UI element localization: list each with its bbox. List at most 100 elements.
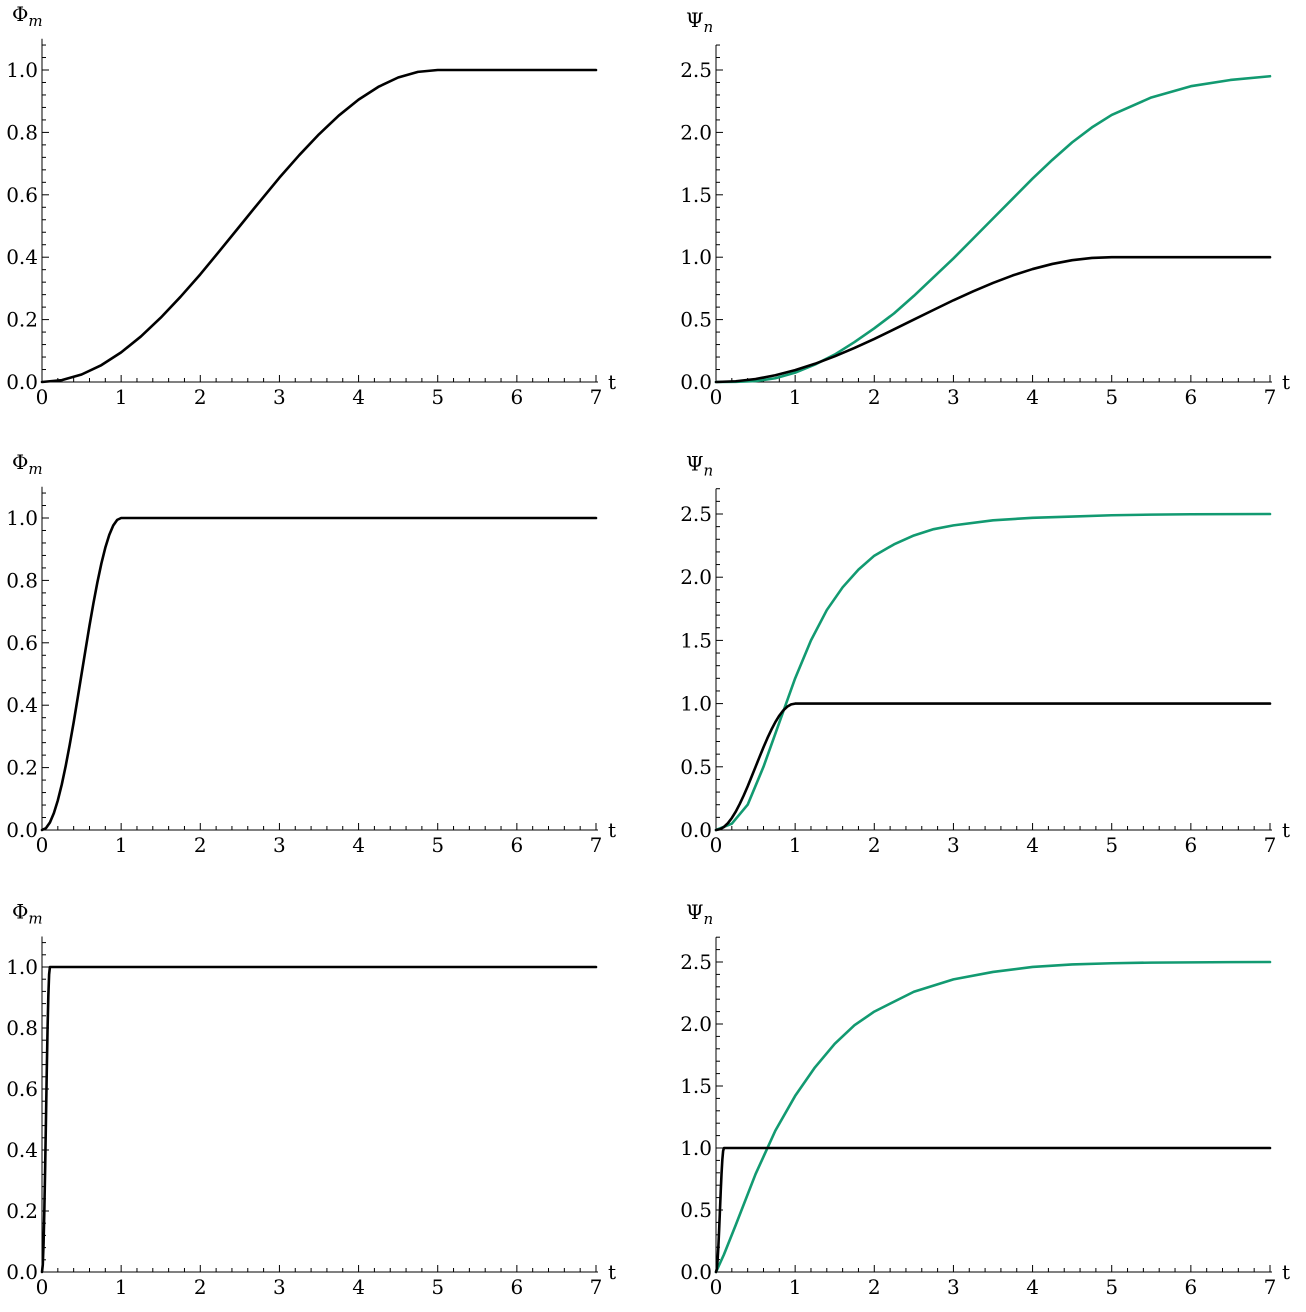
y-tick-label: 0.6 — [6, 183, 38, 207]
x-tick-label: 5 — [431, 385, 444, 409]
x-tick-label: 4 — [352, 833, 365, 857]
y-tick-label: 0.0 — [680, 818, 712, 842]
y-tick-label: 0.0 — [680, 1260, 712, 1284]
x-tick-label: 1 — [789, 833, 802, 857]
y-tick-label: 1.0 — [6, 58, 38, 82]
x-axis-label: t — [1282, 370, 1290, 394]
y-tick-label: 2.5 — [680, 950, 712, 974]
green-series-line — [714, 512, 1272, 832]
y-tick-label: 0.4 — [6, 693, 38, 717]
x-tick-label: 0 — [710, 833, 723, 857]
x-tick-label: 2 — [194, 833, 207, 857]
x-tick-label: 1 — [789, 1275, 802, 1299]
x-tick-label: 6 — [1184, 833, 1197, 857]
x-tick-label: 1 — [115, 385, 128, 409]
green-series-line — [714, 960, 1272, 1274]
x-tick-label: 3 — [947, 833, 960, 857]
x-tick-label: 1 — [789, 385, 802, 409]
y-axis-label: Φm — [12, 900, 43, 928]
y-tick-label: 0.5 — [680, 1198, 712, 1222]
x-tick-label: 5 — [1105, 833, 1118, 857]
y-tick-label: 1.0 — [680, 692, 712, 716]
black-series-line — [714, 1146, 1272, 1274]
y-tick-label: 1.0 — [680, 1136, 712, 1160]
y-tick-label: 2.5 — [680, 502, 712, 526]
x-tick-label: 1 — [115, 1275, 128, 1299]
x-tick-label: 3 — [273, 833, 286, 857]
black-series-line — [40, 516, 598, 832]
x-tick-label: 4 — [352, 1275, 365, 1299]
x-tick-label: 6 — [510, 1275, 523, 1299]
black-series-line — [714, 702, 1272, 832]
y-tick-label: 1.5 — [680, 1074, 712, 1098]
y-tick-label: 0.6 — [6, 631, 38, 655]
y-axis-label: Φm — [12, 450, 43, 478]
x-tick-label: 5 — [1105, 1275, 1118, 1299]
x-tick-label: 7 — [590, 833, 603, 857]
y-tick-label: 1.0 — [6, 955, 38, 979]
x-tick-label: 5 — [431, 833, 444, 857]
y-tick-label: 0.8 — [6, 568, 38, 592]
x-tick-label: 0 — [36, 1275, 49, 1299]
x-tick-label: 0 — [710, 385, 723, 409]
y-axis-label: Ψn — [686, 8, 713, 36]
x-tick-label: 3 — [947, 385, 960, 409]
y-tick-label: 2.0 — [680, 1012, 712, 1036]
y-tick-label: 0.0 — [680, 370, 712, 394]
y-tick-label: 0.5 — [680, 755, 712, 779]
y-tick-label: 0.8 — [6, 120, 38, 144]
x-axis-label: t — [1282, 1260, 1290, 1284]
chart-panel-4: 0 1 2 3 4 5 6 7 0.0 0.5 1.0 1.5 2.0 2.5 Ψn t — [680, 452, 1290, 857]
y-tick-label: 2.5 — [680, 58, 712, 82]
chart-panel-6: 0 1 2 3 4 5 6 7 0.0 0.5 1.0 1.5 2.0 2.5 Ψn t — [680, 900, 1290, 1299]
x-tick-label: 3 — [273, 385, 286, 409]
x-tick-label: 3 — [947, 1275, 960, 1299]
y-tick-label: 1.0 — [680, 245, 712, 269]
y-tick-label: 0.0 — [6, 1260, 38, 1284]
y-tick-label: 0.2 — [6, 1199, 38, 1223]
x-axis-label: t — [608, 370, 616, 394]
chart-panel-2: 0 1 2 3 4 5 6 7 0.0 0.5 1.0 1.5 2.0 2.5 Ψn t — [680, 8, 1290, 409]
x-axis-label: t — [608, 818, 616, 842]
y-tick-label: 0.6 — [6, 1077, 38, 1101]
x-tick-label: 5 — [431, 1275, 444, 1299]
x-tick-label: 3 — [273, 1275, 286, 1299]
x-tick-label: 4 — [1026, 385, 1039, 409]
x-tick-label: 2 — [868, 385, 881, 409]
black-series-line — [40, 68, 598, 384]
y-axis-label: Φm — [12, 2, 43, 30]
x-tick-label: 7 — [1264, 833, 1277, 857]
x-tick-label: 6 — [1184, 385, 1197, 409]
x-tick-label: 2 — [194, 385, 207, 409]
x-tick-label: 0 — [710, 1275, 723, 1299]
y-tick-label: 0.0 — [6, 370, 38, 394]
y-tick-label: 2.0 — [680, 120, 712, 144]
black-series-line — [40, 965, 598, 1274]
y-tick-label: 0.8 — [6, 1016, 38, 1040]
x-tick-label: 7 — [1264, 1275, 1277, 1299]
x-tick-label: 0 — [36, 833, 49, 857]
x-tick-label: 7 — [590, 1275, 603, 1299]
x-tick-label: 6 — [1184, 1275, 1197, 1299]
y-tick-label: 0.2 — [6, 308, 38, 332]
y-axis-label: Ψn — [686, 900, 713, 928]
x-axis-label: t — [1282, 818, 1290, 842]
x-tick-label: 4 — [1026, 833, 1039, 857]
y-tick-label: 1.5 — [680, 183, 712, 207]
x-tick-label: 7 — [590, 385, 603, 409]
y-tick-label: 2.0 — [680, 565, 712, 589]
y-tick-label: 0.4 — [6, 245, 38, 269]
x-tick-label: 7 — [1264, 385, 1277, 409]
x-tick-label: 2 — [868, 1275, 881, 1299]
y-tick-label: 1.5 — [680, 628, 712, 652]
green-series-line — [714, 74, 1272, 384]
y-tick-label: 0.2 — [6, 756, 38, 780]
y-tick-label: 0.0 — [6, 818, 38, 842]
chart-panel-5: 0 1 2 3 4 5 6 7 0.0 0.2 0.4 0.6 0.8 1.0 Φm t — [6, 900, 616, 1300]
x-tick-label: 6 — [510, 833, 523, 857]
x-tick-label: 2 — [194, 1275, 207, 1299]
y-tick-label: 1.0 — [6, 506, 38, 530]
chart-panel-3: 0 1 2 3 4 5 6 7 0.0 0.2 0.4 0.6 0.8 1.0 Φm t — [6, 450, 616, 857]
x-tick-label: 4 — [1026, 1275, 1039, 1299]
